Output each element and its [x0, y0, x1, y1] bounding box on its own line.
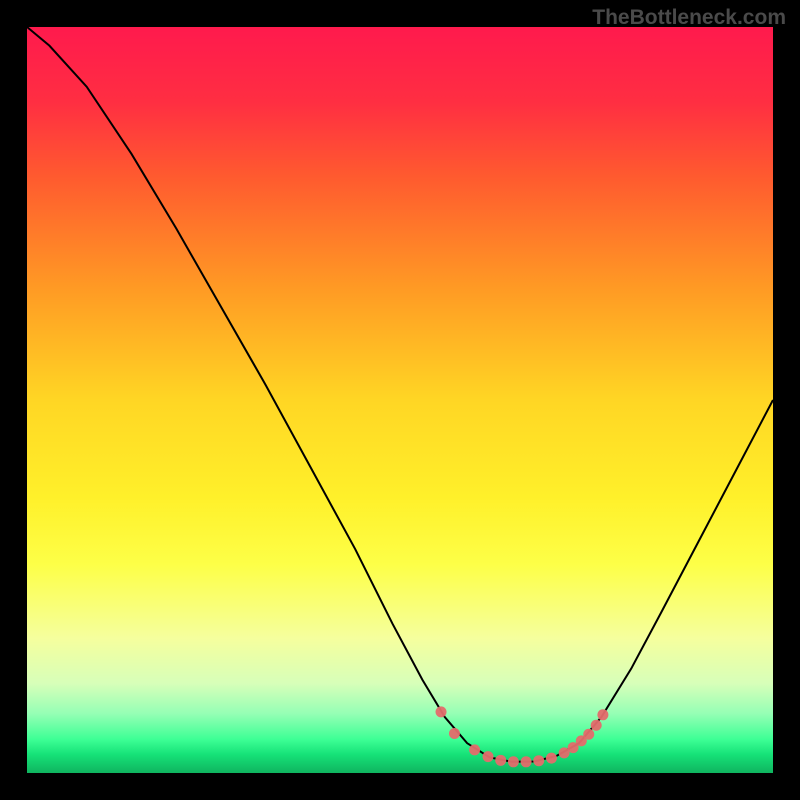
highlight-dot [495, 755, 506, 766]
highlight-dot [533, 755, 544, 766]
highlight-dot [449, 728, 460, 739]
watermark-text: TheBottleneck.com [592, 6, 786, 30]
highlight-dot [591, 720, 602, 731]
chart-gradient-background [27, 27, 773, 773]
chart-plot-area [27, 27, 773, 773]
highlight-dot [521, 756, 532, 767]
highlight-dot [469, 744, 480, 755]
highlight-dot [436, 706, 447, 717]
highlight-dot [597, 709, 608, 720]
highlight-dot [546, 753, 557, 764]
bottleneck-curve-chart [27, 27, 773, 773]
highlight-dot [583, 729, 594, 740]
highlight-dot [508, 756, 519, 767]
highlight-dot [483, 751, 494, 762]
